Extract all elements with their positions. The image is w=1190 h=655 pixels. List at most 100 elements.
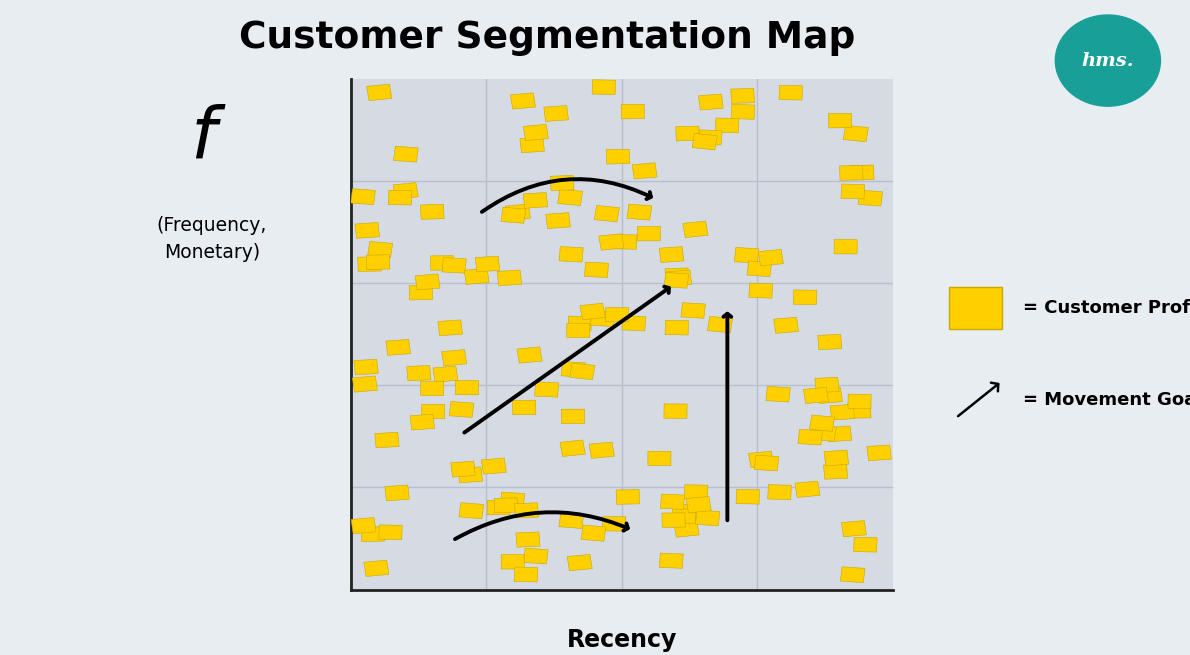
Circle shape — [1056, 15, 1160, 106]
Bar — [559, 512, 584, 529]
Bar — [438, 320, 463, 336]
Bar — [731, 88, 754, 103]
Bar — [590, 311, 615, 326]
Bar — [699, 130, 722, 145]
Bar — [421, 404, 445, 419]
Bar — [681, 504, 704, 519]
Bar — [494, 498, 518, 513]
Bar — [659, 247, 684, 263]
Bar — [411, 414, 434, 430]
Bar — [511, 93, 536, 109]
Bar — [662, 513, 685, 527]
Bar — [501, 207, 526, 223]
Bar — [840, 567, 865, 583]
Bar — [513, 400, 536, 415]
Bar — [622, 316, 646, 331]
Bar — [707, 316, 733, 333]
Bar — [734, 248, 759, 263]
Bar — [367, 84, 392, 101]
Bar — [420, 381, 444, 396]
Bar — [580, 303, 606, 320]
Bar — [664, 272, 689, 288]
Bar — [407, 365, 431, 381]
Bar — [683, 221, 708, 238]
Bar — [441, 257, 466, 273]
Bar — [358, 257, 381, 271]
Bar — [449, 402, 474, 417]
Bar — [779, 85, 802, 100]
Bar — [823, 464, 847, 479]
Bar — [866, 445, 891, 460]
Bar — [562, 409, 584, 424]
Bar — [464, 269, 489, 284]
Bar — [621, 104, 645, 119]
Bar — [795, 481, 820, 497]
Bar — [841, 184, 865, 199]
Bar — [606, 149, 630, 164]
Bar — [594, 206, 620, 222]
Bar — [827, 426, 852, 441]
Bar — [599, 234, 624, 250]
Bar — [500, 492, 525, 508]
Bar — [847, 403, 871, 419]
Bar — [664, 404, 687, 419]
Bar — [676, 126, 700, 141]
Bar — [559, 246, 583, 262]
Bar — [524, 124, 549, 141]
Bar — [516, 532, 540, 547]
Bar — [715, 118, 739, 133]
Text: Recency: Recency — [566, 627, 677, 652]
Bar — [386, 339, 411, 355]
Text: = Customer Profile: = Customer Profile — [1023, 299, 1190, 317]
Bar — [568, 554, 593, 571]
Bar — [524, 193, 547, 208]
Bar — [638, 227, 660, 241]
Bar — [858, 190, 883, 206]
Bar — [672, 509, 695, 523]
Text: $\mathit{f}$: $\mathit{f}$ — [190, 102, 226, 173]
Bar — [815, 377, 839, 392]
Bar — [393, 183, 419, 199]
Bar — [375, 432, 399, 448]
Bar — [834, 240, 857, 254]
Bar — [534, 382, 558, 397]
Bar — [352, 376, 377, 392]
Bar — [747, 261, 771, 276]
Bar — [809, 415, 834, 432]
Bar — [361, 527, 384, 542]
Bar — [794, 290, 816, 305]
Bar — [514, 503, 539, 518]
Bar — [851, 165, 875, 180]
Bar — [828, 113, 852, 128]
Text: = Movement Goal: = Movement Goal — [1023, 390, 1190, 409]
Bar — [818, 335, 841, 350]
Bar — [497, 270, 521, 286]
Bar — [681, 303, 706, 318]
Bar — [840, 166, 863, 180]
Bar — [355, 223, 380, 238]
Bar — [812, 425, 837, 441]
Bar — [844, 125, 869, 141]
Bar — [415, 274, 440, 290]
Bar — [364, 560, 389, 576]
Bar — [831, 404, 854, 420]
Bar — [384, 485, 409, 501]
Bar — [388, 190, 412, 205]
Bar — [431, 255, 453, 270]
Bar — [475, 256, 500, 272]
Bar — [798, 429, 822, 445]
Bar — [353, 359, 378, 375]
Bar — [589, 442, 614, 458]
Bar — [546, 213, 570, 229]
Bar — [950, 287, 1002, 329]
Bar — [848, 394, 871, 409]
Bar — [853, 537, 877, 552]
Bar — [433, 366, 458, 383]
Text: Customer Segmentation Map: Customer Segmentation Map — [239, 20, 856, 56]
Bar — [516, 347, 543, 364]
Text: hms.: hms. — [1082, 52, 1134, 69]
Bar — [731, 104, 754, 119]
Bar — [581, 525, 606, 541]
Bar — [506, 204, 531, 220]
Bar — [695, 510, 720, 526]
